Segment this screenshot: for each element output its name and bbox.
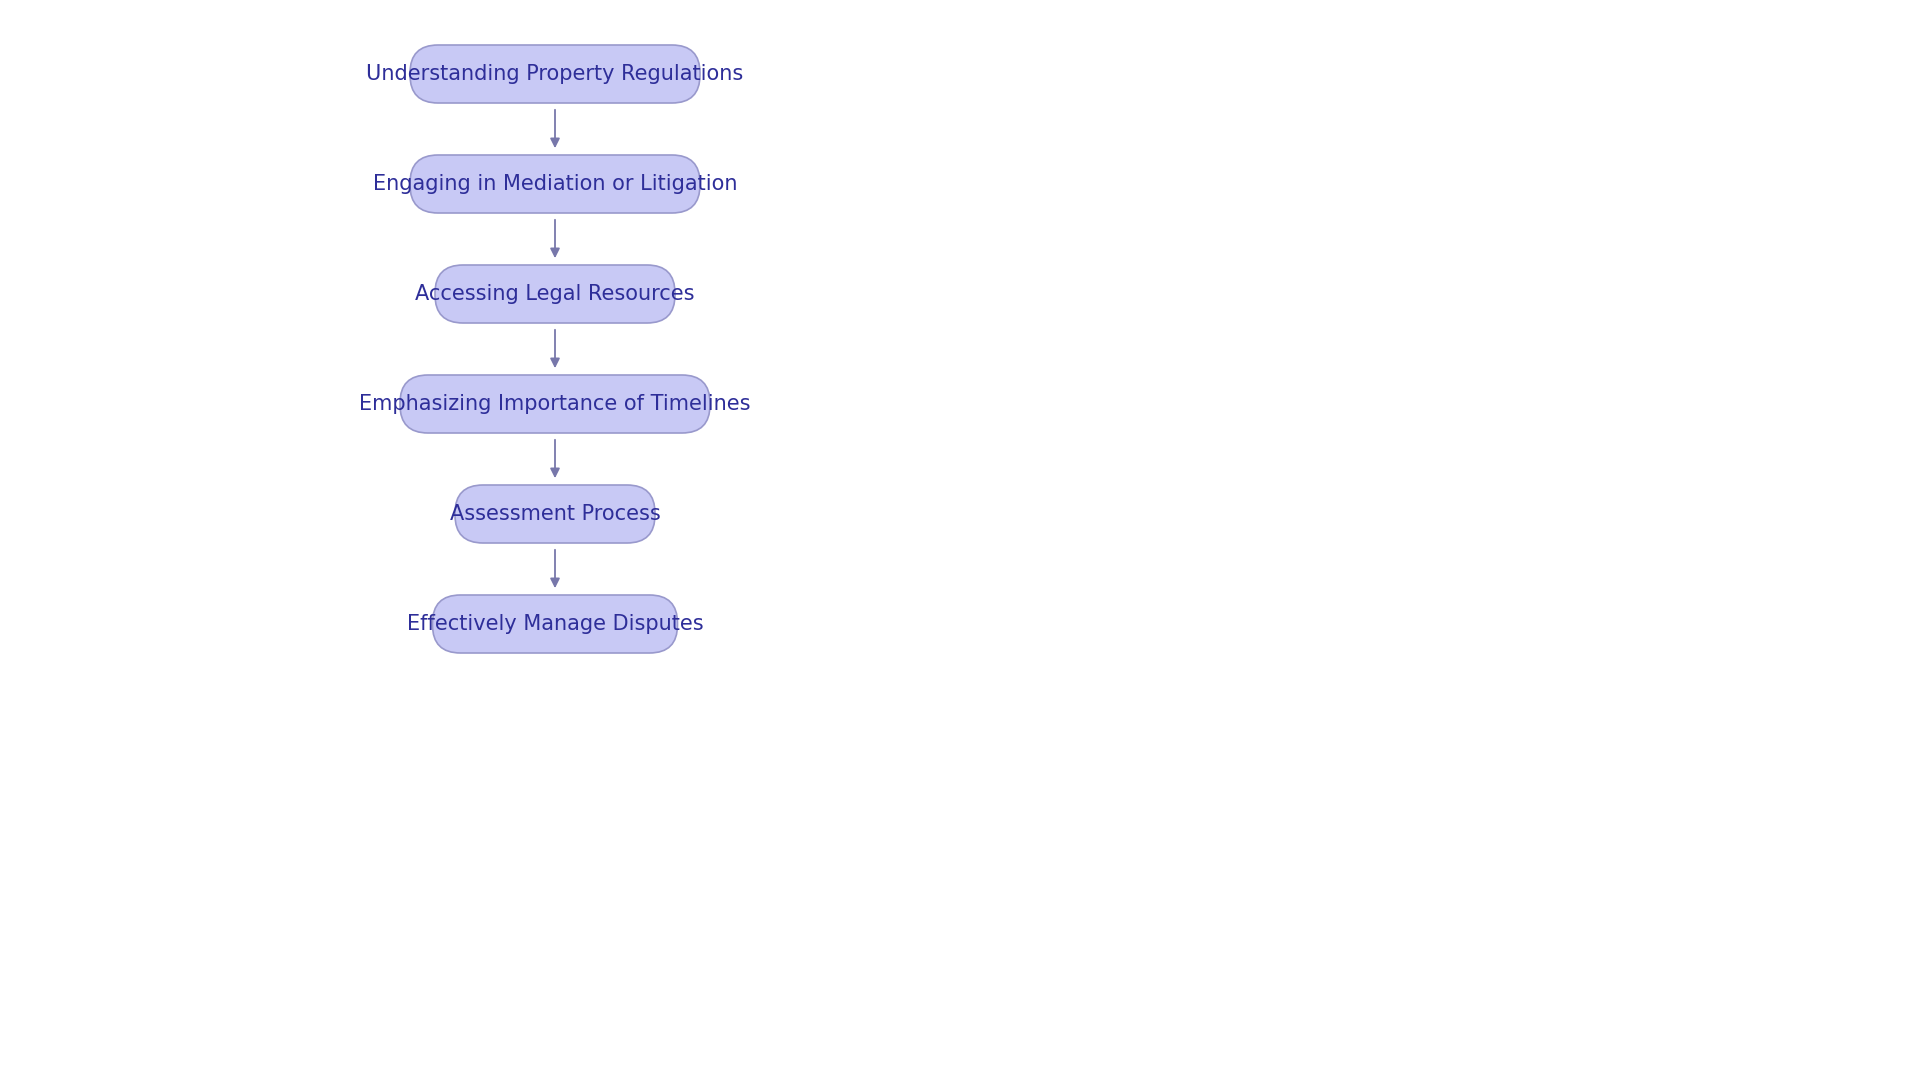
FancyBboxPatch shape — [432, 595, 678, 653]
Text: Emphasizing Importance of Timelines: Emphasizing Importance of Timelines — [359, 394, 751, 414]
Text: Effectively Manage Disputes: Effectively Manage Disputes — [407, 615, 703, 634]
Text: Understanding Property Regulations: Understanding Property Regulations — [367, 64, 743, 84]
Text: Accessing Legal Resources: Accessing Legal Resources — [415, 284, 695, 303]
FancyBboxPatch shape — [436, 265, 676, 323]
Text: Engaging in Mediation or Litigation: Engaging in Mediation or Litigation — [372, 174, 737, 194]
FancyBboxPatch shape — [411, 156, 701, 213]
FancyBboxPatch shape — [399, 375, 710, 433]
FancyBboxPatch shape — [411, 45, 701, 103]
Text: Assessment Process: Assessment Process — [449, 504, 660, 524]
FancyBboxPatch shape — [455, 485, 655, 543]
